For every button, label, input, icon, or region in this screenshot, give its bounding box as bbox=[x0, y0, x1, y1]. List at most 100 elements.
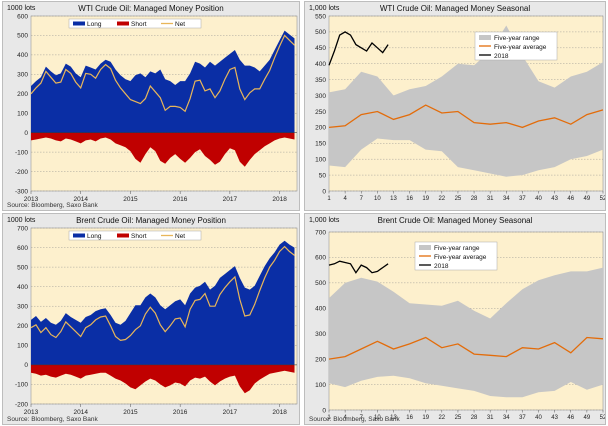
legend-swatch bbox=[419, 245, 431, 250]
y-tick-label: 0 bbox=[24, 362, 28, 369]
y-tick-label: 300 bbox=[315, 93, 326, 100]
series-net-line bbox=[30, 245, 295, 342]
x-tick-label: 28 bbox=[471, 415, 478, 421]
legend-swatch bbox=[117, 21, 129, 26]
x-tick-label: 46 bbox=[567, 196, 574, 202]
x-tick-label: 40 bbox=[535, 196, 542, 202]
chart-wti-seasonal: 0 50 100 150 200 250 300 350 400 450 500 550 1 4 7 10 13… bbox=[315, 13, 606, 202]
y-tick-label: 500 bbox=[315, 280, 326, 287]
chart-title: WTI Crude Oil: Managed Money Seasonal bbox=[379, 4, 531, 13]
x-tick-label: 2018 bbox=[272, 409, 287, 416]
y-tick-label: 450 bbox=[315, 45, 326, 52]
x-tick-label: 1 bbox=[327, 415, 331, 421]
y-axis-unit: 1,000 lots bbox=[309, 5, 340, 12]
series-net-line bbox=[30, 34, 295, 113]
x-tick-label: 22 bbox=[438, 196, 445, 202]
x-tick-label: 22 bbox=[438, 415, 445, 421]
y-tick-label: 500 bbox=[17, 264, 28, 271]
x-tick-label: 1 bbox=[327, 196, 331, 202]
chart-title: Brent Crude Oil: Managed Money Position bbox=[76, 216, 226, 225]
y-tick-label: 200 bbox=[315, 356, 326, 363]
x-tick-label: 2016 bbox=[173, 409, 188, 416]
legend-box bbox=[68, 230, 202, 241]
x-tick-label: 31 bbox=[487, 196, 494, 202]
chart-brent-position: -200 -100 0 100 200 300 400 500 600 700 2013 2014 20… bbox=[15, 225, 298, 416]
x-tick-label: 19 bbox=[422, 196, 429, 202]
series-long-area bbox=[31, 240, 295, 365]
source-note: Source: Bloomberg, Saxo Bank bbox=[7, 416, 98, 423]
series-2018 bbox=[328, 31, 389, 66]
x-tick-label: 2017 bbox=[223, 196, 238, 203]
x-tick-label: 2014 bbox=[73, 409, 88, 416]
legend-label: Five-year average bbox=[494, 44, 547, 51]
x-tick-label: 2016 bbox=[173, 196, 188, 203]
x-tick-label: 2015 bbox=[123, 409, 138, 416]
x-tick-label: 46 bbox=[567, 415, 574, 421]
chart-wti-position: -300 -200 -100 0 100 200 300 400 500 600 2013 2014 2… bbox=[15, 13, 298, 203]
y-tick-label: 100 bbox=[315, 382, 326, 389]
x-tick-label: 34 bbox=[503, 415, 510, 421]
x-tick-label: 25 bbox=[455, 415, 462, 421]
x-tick-label: 4 bbox=[343, 415, 347, 421]
y-tick-label: 100 bbox=[315, 156, 326, 163]
y-tick-label: 200 bbox=[315, 125, 326, 132]
legend-label: Five-year average bbox=[434, 254, 487, 261]
series-short-area bbox=[31, 364, 295, 394]
legend-label: Five-year range bbox=[434, 245, 480, 252]
y-axis-unit: 1,000 lots bbox=[309, 217, 340, 224]
legend-swatch bbox=[479, 35, 491, 40]
x-tick-label: 43 bbox=[551, 415, 558, 421]
y-tick-label: 0 bbox=[322, 407, 326, 414]
y-tick-label: 500 bbox=[17, 33, 28, 40]
x-tick-label: 4 bbox=[343, 196, 347, 202]
y-tick-label: 400 bbox=[17, 52, 28, 59]
series-five-year-average bbox=[328, 104, 604, 129]
x-tick-label: 16 bbox=[406, 196, 413, 202]
y-tick-label: 400 bbox=[17, 284, 28, 291]
source-note: Source: Bloomberg, Saxo Bank bbox=[7, 202, 98, 209]
x-tick-label: 13 bbox=[390, 415, 397, 421]
y-tick-label: 550 bbox=[315, 13, 326, 20]
y-tick-label: 400 bbox=[315, 306, 326, 313]
x-tick-label: 2017 bbox=[223, 409, 238, 416]
legend-box bbox=[68, 18, 202, 29]
series-2018 bbox=[328, 260, 389, 274]
legend-label: 2018 bbox=[434, 263, 449, 270]
x-tick-label: 43 bbox=[551, 196, 558, 202]
legend-swatch bbox=[117, 233, 129, 238]
legend-label: Net bbox=[175, 233, 185, 240]
x-tick-label: 7 bbox=[360, 196, 364, 202]
y-tick-label: 300 bbox=[315, 331, 326, 338]
x-tick-label: 2014 bbox=[73, 196, 88, 203]
panel-brent-position: Brent Crude Oil: Managed Money Position … bbox=[2, 213, 300, 425]
y-tick-label: 0 bbox=[322, 188, 326, 195]
y-tick-label: -200 bbox=[15, 401, 28, 408]
y-tick-label: 600 bbox=[17, 13, 28, 20]
source-note: Source: Bloomberg, Saxo Bank bbox=[309, 416, 400, 423]
x-tick-label: 2013 bbox=[24, 409, 39, 416]
y-axis-unit: 1000 lots bbox=[7, 217, 36, 224]
series-five-year-range bbox=[329, 267, 603, 398]
x-tick-label: 2013 bbox=[24, 196, 39, 203]
panel-wti-position: WTI Crude Oil: Managed Money Position 10… bbox=[2, 1, 300, 211]
x-tick-label: 13 bbox=[390, 196, 397, 202]
panel-brent-seasonal: Brent Crude Oil: Managed Money Seasonal … bbox=[304, 213, 606, 425]
legend-label: Long bbox=[87, 233, 102, 240]
y-tick-label: 300 bbox=[17, 72, 28, 79]
y-axis-unit: 1000 lots bbox=[7, 5, 36, 12]
x-tick-label: 52 bbox=[600, 415, 606, 421]
y-tick-label: -200 bbox=[15, 169, 28, 176]
legend-swatch bbox=[73, 233, 85, 238]
legend-label: Net bbox=[175, 21, 185, 28]
y-tick-label: 350 bbox=[315, 77, 326, 84]
series-long-area bbox=[31, 30, 295, 133]
y-tick-label: 250 bbox=[315, 109, 326, 116]
chart-title: Brent Crude Oil: Managed Money Seasonal bbox=[377, 216, 533, 225]
x-tick-label: 52 bbox=[600, 196, 606, 202]
legend-label: Long bbox=[87, 21, 102, 28]
y-tick-label: -100 bbox=[15, 149, 28, 156]
x-tick-label: 34 bbox=[503, 196, 510, 202]
x-tick-label: 25 bbox=[455, 196, 462, 202]
series-short-area bbox=[31, 132, 295, 167]
x-tick-label: 16 bbox=[406, 415, 413, 421]
